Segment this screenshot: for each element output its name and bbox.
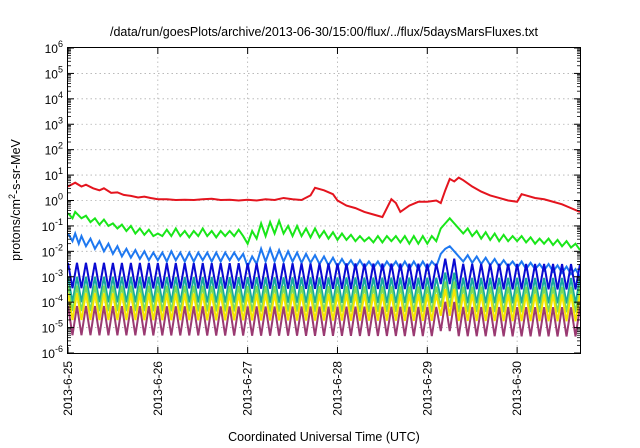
series-line-5 (67, 272, 581, 304)
y-tick-label: 10-2 (42, 242, 63, 259)
series-line-3 (67, 230, 581, 278)
y-tick-exp: -6 (55, 344, 63, 354)
series-line-2 (67, 210, 581, 251)
x-tick-label: 2013-6-29 (420, 361, 434, 416)
y-tick-label: 105 (45, 64, 63, 81)
y-tick-exp: -2 (55, 242, 63, 252)
x-tick-label: 2013-6-25 (61, 361, 75, 416)
x-tick-labels: 2013-6-25 2013-6-26 2013-6-27 2013-6-28 2013… (61, 361, 524, 416)
y-tick-exp: 6 (58, 39, 63, 49)
y-tick-base: 10 (45, 144, 59, 158)
y-axis-label: protons/cm2-s-sr-MeV (7, 138, 23, 260)
y-tick-base: 10 (42, 322, 56, 336)
y-tick-exp: 4 (58, 90, 63, 100)
x-axis-label: Coordinated Universal Time (UTC) (228, 430, 420, 444)
y-tick-base: 10 (42, 296, 56, 310)
y-tick-exp: 3 (58, 115, 63, 125)
y-tick-base: 10 (42, 220, 56, 234)
x-tick-label: 2013-6-30 (510, 361, 524, 416)
chart-title: /data/run/goesPlots/archive/2013-06-30/1… (110, 25, 539, 39)
y-tick-exp: 5 (58, 64, 63, 74)
y-tick-base: 10 (42, 245, 56, 259)
x-tick-label: 2013-6-28 (330, 361, 344, 416)
y-tick-base: 10 (45, 67, 59, 81)
y-tick-label: 10-5 (42, 319, 63, 336)
series-line-8 (67, 301, 581, 337)
y-tick-label: 104 (45, 90, 63, 107)
y-tick-label: 106 (45, 39, 63, 56)
series-line-7 (67, 288, 581, 322)
y-tick-exp: -1 (55, 217, 63, 227)
x-tick-label: 2013-6-26 (151, 361, 165, 416)
y-tick-label: 100 (45, 192, 63, 209)
y-tick-exp: -3 (55, 268, 63, 278)
y-tick-label: 10-6 (42, 344, 63, 361)
y-tick-labels: 10-610-510-410-310-210-11001011021031041… (42, 39, 63, 361)
y-axis-label-sup: 2 (7, 194, 17, 199)
y-tick-label: 10-3 (42, 268, 63, 285)
ticks (67, 47, 580, 354)
x-tick-label: 2013-6-27 (241, 361, 255, 416)
y-tick-exp: 1 (58, 166, 63, 176)
y-tick-base: 10 (42, 271, 56, 285)
y-tick-label: 10-1 (42, 217, 63, 234)
y-tick-label: 10-4 (42, 293, 63, 310)
y-tick-base: 10 (42, 347, 56, 361)
series-layer (67, 176, 581, 337)
y-axis-label-prefix: protons/cm (9, 199, 23, 261)
y-tick-base: 10 (45, 93, 59, 107)
plot-frame (67, 47, 581, 354)
y-tick-exp: -4 (55, 293, 63, 303)
y-tick-exp: 0 (58, 192, 63, 202)
y-tick-base: 10 (45, 42, 59, 56)
series-line-4 (67, 258, 581, 290)
y-tick-label: 103 (45, 115, 63, 132)
series-line-1 (67, 176, 581, 219)
series-line-6 (67, 281, 581, 313)
y-tick-exp: 2 (58, 141, 63, 151)
y-tick-label: 101 (45, 166, 63, 183)
y-tick-label: 102 (45, 141, 63, 158)
grid (68, 48, 580, 353)
y-tick-base: 10 (45, 195, 59, 209)
y-axis-label-suffix: -s-sr-MeV (9, 138, 23, 194)
y-tick-exp: -5 (55, 319, 63, 329)
y-tick-base: 10 (45, 118, 59, 132)
y-tick-base: 10 (45, 169, 59, 183)
